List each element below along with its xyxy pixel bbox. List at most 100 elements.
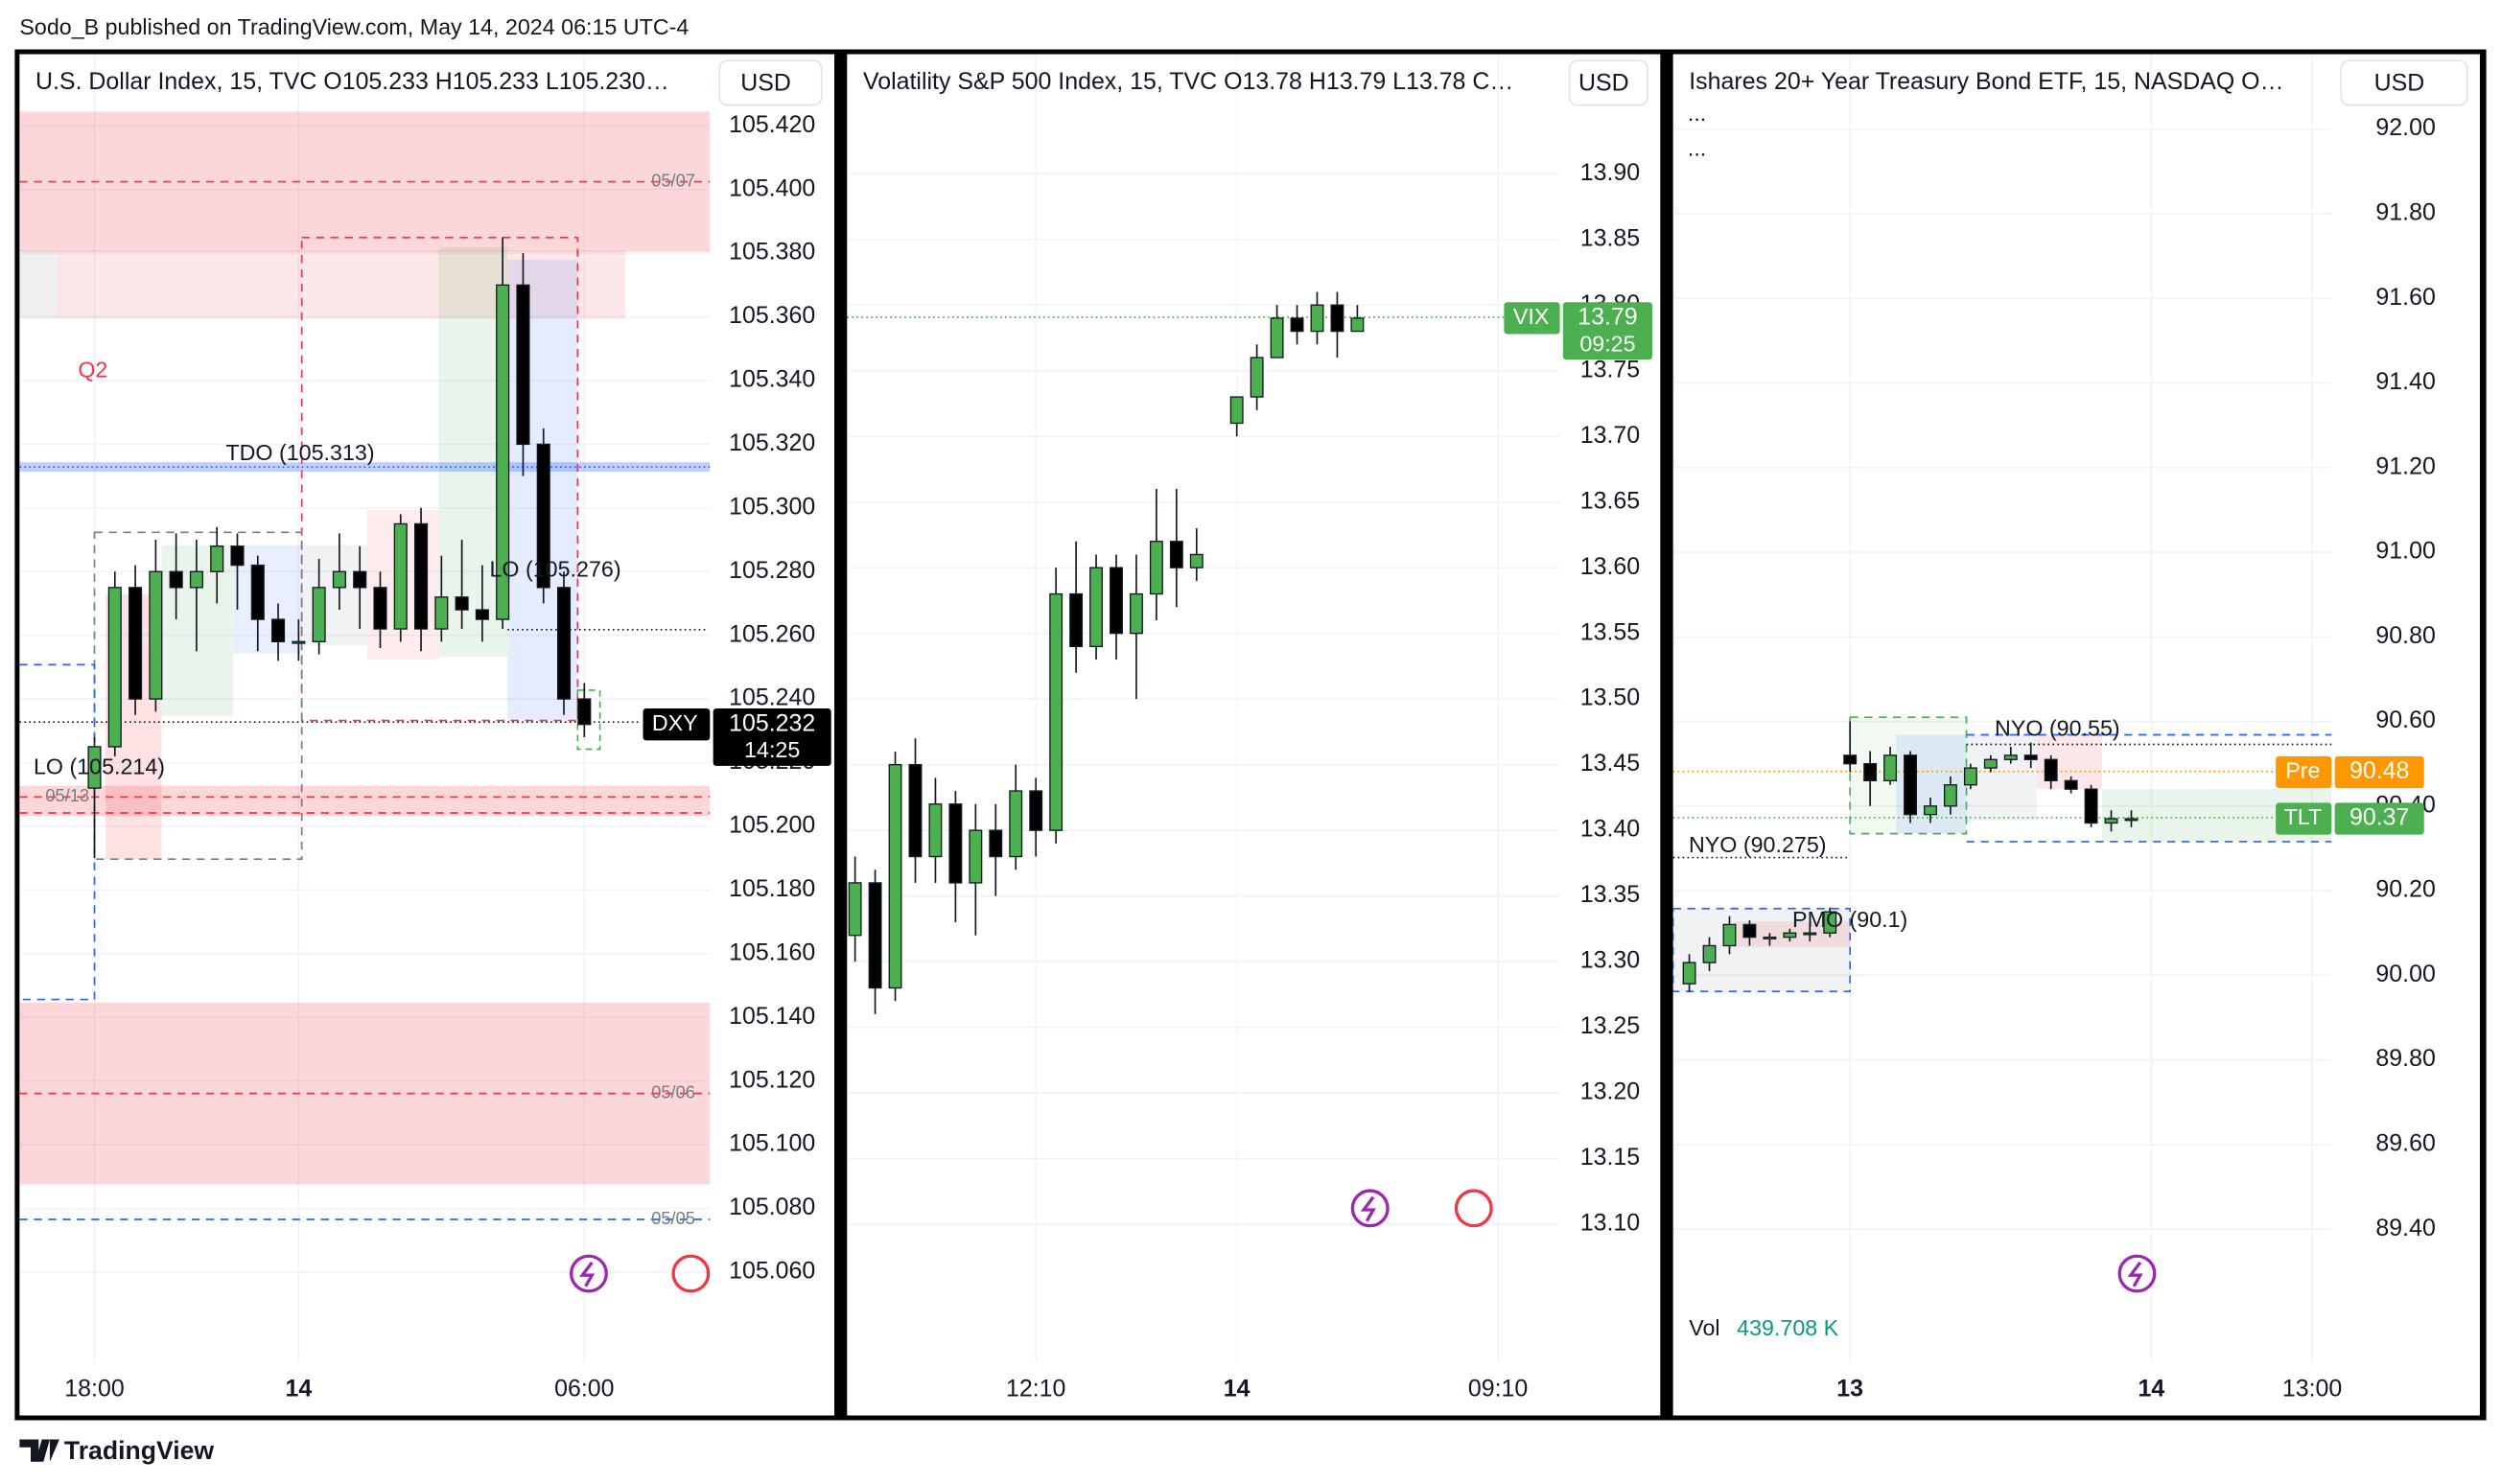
box — [300, 236, 579, 722]
candle-body — [536, 443, 550, 589]
y-tick-label: 105.160 — [729, 939, 815, 965]
y-tick-label: 92.00 — [2375, 114, 2435, 141]
candles — [1682, 721, 2139, 993]
x-tick-label: 14 — [1224, 1375, 1250, 1402]
candle-body — [455, 596, 469, 611]
candles — [87, 237, 592, 859]
y-tick-label: 105.140 — [729, 1003, 815, 1030]
annotation: LO (105.276) — [489, 556, 620, 581]
y-tick-label: 105.340 — [729, 366, 815, 393]
candle-body — [169, 570, 183, 589]
x-tick-label: 06:00 — [554, 1375, 614, 1402]
candle-body — [434, 596, 449, 630]
y-tick-label: 13.35 — [1580, 881, 1640, 908]
y-tick-label: 13.90 — [1580, 159, 1640, 186]
annotation: 05/05 — [651, 1208, 695, 1228]
candle-body — [2124, 818, 2139, 822]
candle-body — [928, 803, 943, 858]
candle-body — [393, 522, 408, 630]
candle-body — [2084, 788, 2098, 824]
y-tick-label: 105.400 — [729, 174, 815, 201]
labels: Ishares 20+ Year Treasury Bond ETF, 15, … — [1688, 59, 2468, 1402]
event-icon[interactable] — [2117, 1254, 2157, 1293]
currency-button[interactable] — [718, 59, 823, 106]
event-icon[interactable] — [570, 1254, 608, 1293]
panel — [847, 54, 1661, 1416]
box — [576, 689, 601, 751]
candle-body — [2044, 758, 2058, 781]
candle-body — [353, 570, 367, 589]
event-icon[interactable] — [1350, 1189, 1390, 1228]
candle-body — [2003, 754, 2018, 760]
candle-body — [577, 698, 592, 726]
currency-button[interactable] — [2340, 59, 2468, 106]
annotation: Q2 — [78, 358, 107, 383]
candle-body — [848, 882, 862, 937]
y-tick-label: 13.15 — [1580, 1144, 1640, 1171]
x-tick-label: 18:00 — [64, 1375, 124, 1402]
price-tag — [713, 708, 831, 766]
chart-title: Ishares 20+ Year Treasury Bond ETF, 15, … — [1689, 68, 2283, 95]
candle-body — [1250, 357, 1264, 398]
candle-body — [556, 587, 572, 700]
zone — [19, 785, 711, 817]
zone — [301, 545, 367, 646]
price-tag-time: 14:25 — [744, 737, 800, 762]
candle-body — [1029, 790, 1043, 831]
candle-body — [888, 763, 902, 989]
currency: USD — [2374, 70, 2425, 97]
y-tick-label: 105.380 — [729, 239, 815, 266]
candle-body — [87, 746, 102, 789]
brand: TradingView — [64, 1436, 214, 1465]
y-tick-label: 105.180 — [729, 875, 815, 902]
candle-body — [1169, 541, 1183, 568]
price-tag — [2334, 802, 2424, 835]
box — [19, 663, 96, 1001]
candle-body — [989, 829, 1003, 858]
x-tick-label: 14 — [285, 1375, 312, 1402]
candle-body — [1763, 936, 1777, 939]
annotation: TDO (105.313) — [225, 440, 374, 465]
flag-icon[interactable] — [671, 1254, 711, 1293]
candle-body — [1963, 767, 1977, 786]
candle-body — [1270, 317, 1284, 359]
y-tick-label: 13.40 — [1580, 816, 1640, 843]
x-tick-label: 12:10 — [1006, 1375, 1065, 1402]
icons — [570, 1189, 2157, 1293]
candle-body — [516, 284, 530, 446]
symbol-tag — [2276, 755, 2332, 789]
annotation: 05/06 — [651, 1081, 695, 1101]
price-tag — [1562, 302, 1653, 360]
symbol-tag — [2276, 802, 2332, 835]
candle-body — [948, 803, 963, 884]
y-tick-label: 89.40 — [2375, 1215, 2435, 1241]
y-tick-label: 91.20 — [2375, 452, 2435, 479]
annotation: LO (105.214) — [34, 754, 165, 779]
flag-icon[interactable] — [1454, 1189, 1493, 1228]
y-tick-label: 89.60 — [2375, 1129, 2435, 1156]
candle-body — [413, 522, 429, 630]
x-tick-label: 13 — [1836, 1375, 1863, 1402]
zone — [19, 250, 57, 319]
candle-body — [1330, 304, 1344, 333]
y-tick-label: 105.260 — [729, 620, 815, 647]
candle-body — [1290, 317, 1304, 333]
candle-body — [1803, 932, 1817, 936]
currency-button[interactable] — [1568, 59, 1648, 106]
candle-body — [271, 618, 286, 642]
candle-body — [1069, 592, 1084, 648]
annotation: 05/13 — [45, 785, 89, 805]
y-tick-label: 91.00 — [2375, 538, 2435, 565]
y-tick-label: 13.10 — [1580, 1210, 1640, 1237]
symbol-tag-text: TLT — [2284, 804, 2323, 829]
candle-body — [149, 570, 163, 700]
chart-title: U.S. Dollar Index, 15, TVC O105.233 H105… — [35, 68, 669, 95]
annotation: ... — [1688, 101, 1706, 126]
chart-title: Volatility S&P 500 Index, 15, TVC O13.78… — [863, 68, 1513, 95]
candle-body — [868, 882, 882, 989]
grid — [19, 54, 711, 1363]
annotation: PMO (90.1) — [1792, 907, 1907, 932]
candle-body — [2104, 818, 2118, 824]
symbol-tag-text: DXY — [652, 710, 698, 735]
